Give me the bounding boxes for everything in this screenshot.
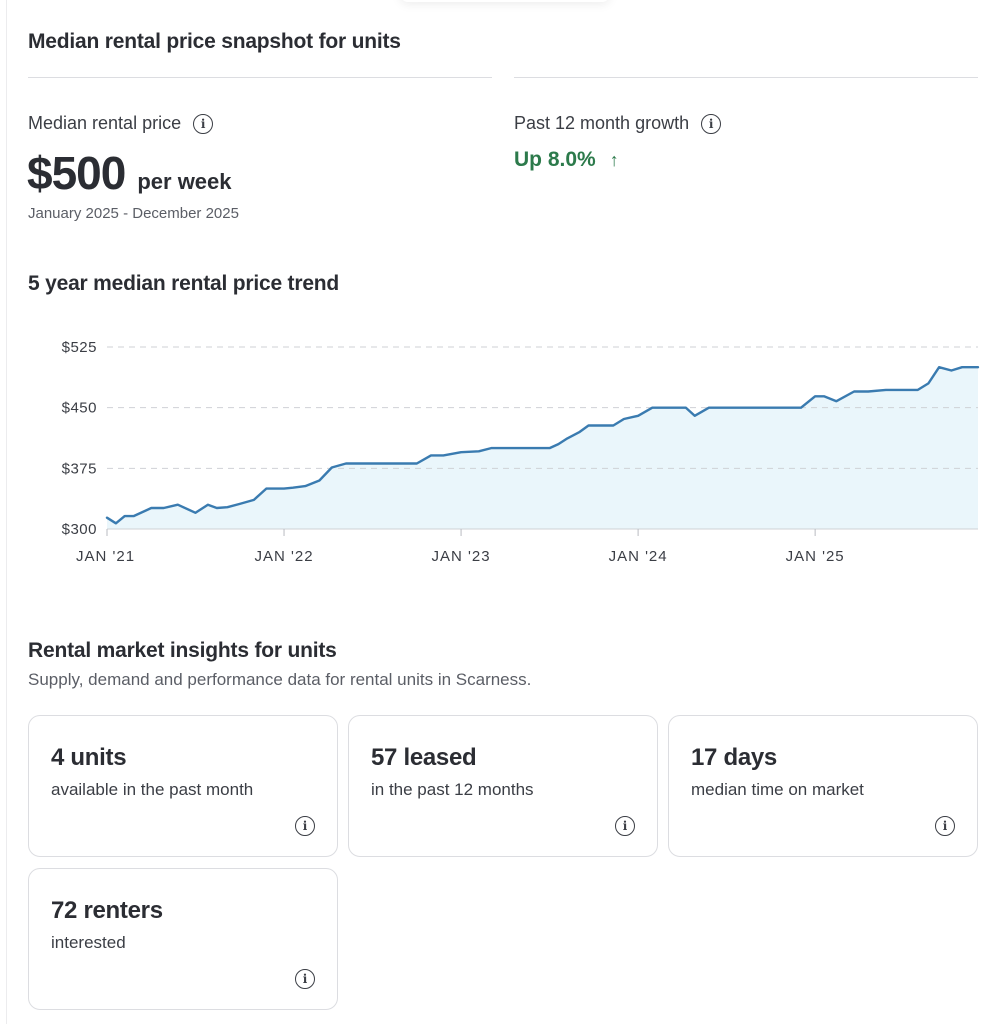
insight-card-desc: in the past 12 months [371, 780, 534, 799]
insight-card-value: 17 days [691, 744, 777, 771]
x-tick-label: JAN '22 [255, 548, 314, 565]
trend-title: 5 year median rental price trend [28, 272, 340, 295]
median-price-label-row: Median rental price i [28, 113, 214, 134]
insight-card-desc: median time on market [691, 780, 864, 799]
snapshot-title: Median rental price snapshot for units [28, 30, 401, 53]
growth-value-row: Up 8.0% ↑ [514, 148, 619, 172]
info-icon[interactable]: i [935, 816, 955, 836]
growth-info-icon[interactable]: i [701, 113, 722, 134]
growth-label-row: Past 12 month growth i [514, 113, 722, 134]
y-tick-label: $375 [62, 460, 97, 477]
median-price: $500 per week [27, 146, 232, 200]
info-icon[interactable]: i [295, 816, 315, 836]
x-tick-label: JAN '23 [432, 548, 491, 565]
median-price-value: $500 [27, 147, 126, 199]
insight-card-leased: 57 leased in the past 12 months i [348, 715, 658, 857]
x-tick-label: JAN '24 [609, 548, 668, 565]
info-icon[interactable]: i [615, 816, 635, 836]
median-price-label: Median rental price [28, 113, 182, 133]
median-price-unit: per week [137, 169, 232, 194]
median-price-info-icon[interactable]: i [193, 113, 214, 134]
x-tick-label: JAN '25 [786, 548, 845, 565]
insights-subtitle: Supply, demand and performance data for … [28, 670, 532, 689]
insight-card-time-on-market: 17 days median time on market i [668, 715, 978, 857]
trend-chart: $525 $450 $375 $300 JAN '21 JAN '22 JAN '23 JAN… [62, 339, 980, 565]
trend-series-line [105, 366, 980, 525]
divider-right [514, 77, 978, 78]
insight-card-desc: interested [51, 933, 126, 952]
divider-left [28, 77, 492, 78]
y-tick-label: $300 [62, 521, 97, 538]
y-tick-label: $525 [62, 339, 97, 356]
left-border [6, 0, 7, 1024]
growth-value: Up 8.0% [514, 148, 596, 171]
top-handle-shadow [400, 0, 610, 2]
arrow-up-icon: ↑ [609, 149, 619, 170]
insight-card-value: 57 leased [371, 744, 477, 771]
x-tick-label: JAN '21 [76, 548, 135, 565]
insight-card-units-available: 4 units available in the past month i [28, 715, 338, 857]
insight-card-value: 4 units [51, 744, 127, 771]
info-icon[interactable]: i [295, 969, 315, 989]
median-price-period: January 2025 - December 2025 [28, 205, 239, 222]
growth-label: Past 12 month growth [514, 113, 690, 133]
y-tick-label: $450 [62, 400, 97, 417]
insight-card-desc: available in the past month [51, 780, 254, 799]
insight-card-renters-interested: 72 renters interested i [28, 868, 338, 1010]
insights-title: Rental market insights for units [28, 639, 337, 662]
insight-card-value: 72 renters [51, 897, 163, 924]
